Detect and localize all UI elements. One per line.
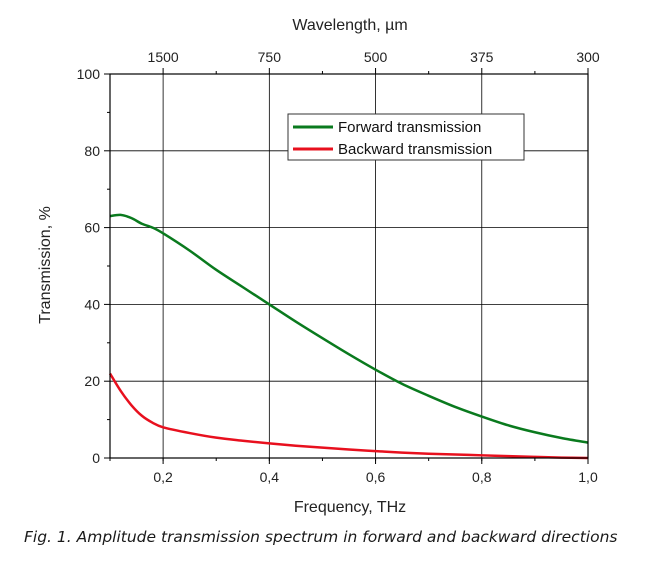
- y-tick-label: 60: [84, 220, 100, 236]
- series-lines: [108, 213, 589, 460]
- x-tick-label: 1,0: [578, 469, 598, 485]
- y-tick-label: 40: [84, 296, 100, 312]
- y-tick-label: 20: [84, 373, 100, 389]
- y-tick-label: 100: [77, 66, 101, 82]
- forward-transmission-line: [109, 213, 589, 444]
- x-tick-label: 0,6: [366, 469, 386, 485]
- x2-tick-label: 1500: [148, 49, 179, 65]
- x2-tick-label: 300: [576, 49, 600, 65]
- x2-tick-label: 500: [364, 49, 388, 65]
- x-tick-label: 0,2: [153, 469, 173, 485]
- legend-label-backward: Backward transmission: [338, 141, 492, 158]
- legend-label-forward: Forward transmission: [338, 119, 481, 136]
- legend: Forward transmission Backward transmissi…: [287, 113, 525, 161]
- x-tick-label: 0,8: [472, 469, 492, 485]
- legend-box: [287, 113, 525, 161]
- y-axis-title: Transmission, %: [37, 206, 54, 324]
- y-tick-label: 0: [92, 450, 100, 466]
- y-tick-label: 80: [84, 143, 100, 159]
- tick-labels: 0,2 0,4 0,6 0,8 1,0 0 20 40 60 80 100 1500 750 500 375…: [77, 49, 600, 485]
- x2-tick-label: 375: [470, 49, 494, 65]
- x2-tick-label: 750: [258, 49, 282, 65]
- figure-caption: Fig. 1. Amplitude transmission spectrum …: [24, 528, 618, 546]
- x-axis-title: Frequency, THz: [294, 499, 406, 516]
- x-tick-label: 0,4: [260, 469, 280, 485]
- axis-ticks: [104, 68, 589, 464]
- x2-axis-title: Wavelength, µm: [292, 17, 407, 34]
- backward-transmission-line: [108, 372, 589, 460]
- transmission-chart: 0,2 0,4 0,6 0,8 1,0 0 20 40 60 80 100 1500 750 500 375…: [37, 17, 600, 516]
